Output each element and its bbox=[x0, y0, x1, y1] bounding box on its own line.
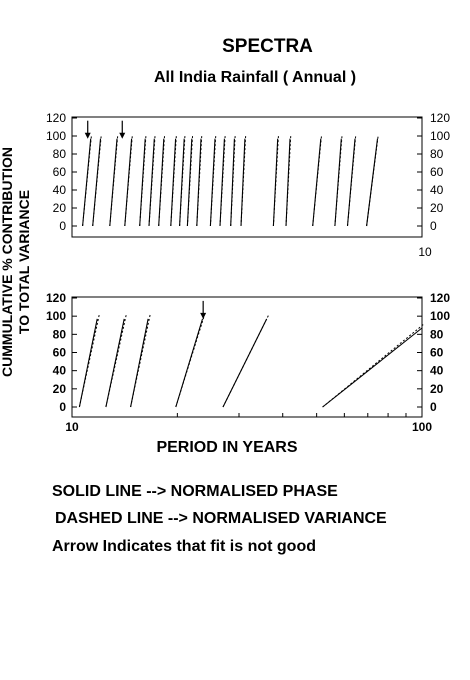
top-variance-line-5 bbox=[139, 134, 147, 227]
top-ytick-label-right: 20 bbox=[430, 201, 444, 215]
top-plot-frame bbox=[71, 116, 423, 238]
x-axis-label: PERIOD IN YEARS bbox=[156, 439, 298, 456]
bottom-phase-line-3 bbox=[130, 318, 149, 408]
top-variance-line-16 bbox=[272, 134, 279, 227]
bottom-ytick-label-left: 40 bbox=[53, 364, 67, 378]
bottom-ytick-label-left: 20 bbox=[53, 382, 67, 396]
chart-title: SPECTRA bbox=[222, 36, 313, 57]
bottom-arrow-head-1 bbox=[200, 312, 207, 319]
top-variance-line-1 bbox=[82, 134, 92, 227]
top-variance-line-17 bbox=[285, 134, 292, 227]
top-variance-line-13 bbox=[219, 134, 226, 227]
top-variance-line-4 bbox=[124, 134, 133, 227]
bottom-phase-line-6 bbox=[322, 327, 423, 408]
top-ytick-label-right: 120 bbox=[430, 111, 450, 125]
bottom-ytick-label-left: 120 bbox=[46, 291, 66, 305]
bottom-ytick-label-left: 80 bbox=[53, 327, 67, 341]
top-ytick-label-left: 80 bbox=[53, 147, 67, 161]
top-ytick-label-left: 0 bbox=[59, 219, 66, 233]
bottom-ytick-label-right: 120 bbox=[430, 291, 450, 305]
top-ytick-label-right: 0 bbox=[430, 219, 437, 233]
top-x-axis-end-label: 10 bbox=[418, 245, 432, 259]
bottom-ytick-label-right: 40 bbox=[430, 364, 444, 378]
top-ytick-label-left: 120 bbox=[46, 111, 66, 125]
bottom-ytick-label-left: 60 bbox=[53, 346, 67, 360]
top-variance-line-12 bbox=[209, 134, 217, 227]
top-ytick-label-left: 100 bbox=[46, 129, 66, 143]
bottom-xtick-label: 10 bbox=[65, 420, 79, 434]
bottom-variance-line-6 bbox=[322, 323, 425, 408]
top-phase-line-14 bbox=[230, 138, 235, 227]
top-arrow-head-1 bbox=[84, 132, 91, 139]
bottom-ytick-label-left: 100 bbox=[46, 309, 66, 323]
top-variance-line-7 bbox=[158, 134, 166, 227]
bottom-ytick-label-right: 20 bbox=[430, 382, 444, 396]
top-variance-line-21 bbox=[366, 134, 379, 227]
note-arrow: Arrow Indicates that fit is not good bbox=[52, 538, 316, 555]
bottom-ytick-label-left: 0 bbox=[59, 400, 66, 414]
note-solid-line: SOLID LINE --> NORMALISED PHASE bbox=[52, 483, 338, 500]
bottom-ytick-label-right: 80 bbox=[430, 327, 444, 341]
top-ytick-label-left: 40 bbox=[53, 183, 67, 197]
top-variance-line-19 bbox=[334, 134, 343, 227]
top-variance-line-20 bbox=[347, 134, 357, 227]
top-ytick-label-right: 100 bbox=[430, 129, 450, 143]
note-dashed-line: DASHED LINE --> NORMALISED VARIANCE bbox=[55, 510, 387, 527]
top-ytick-label-right: 60 bbox=[430, 165, 444, 179]
top-variance-line-2 bbox=[92, 134, 102, 227]
bottom-ytick-label-right: 60 bbox=[430, 346, 444, 360]
bottom-plot-frame bbox=[71, 296, 423, 418]
bottom-ytick-label-right: 100 bbox=[430, 309, 450, 323]
chart-subtitle: All India Rainfall ( Annual ) bbox=[153, 69, 357, 86]
top-variance-line-18 bbox=[312, 134, 323, 227]
bottom-variance-line-5 bbox=[222, 314, 270, 408]
top-variance-line-6 bbox=[148, 134, 156, 227]
top-ytick-label-right: 40 bbox=[430, 183, 444, 197]
top-arrow-head-2 bbox=[119, 132, 126, 139]
bottom-phase-line-4 bbox=[175, 318, 204, 408]
top-variance-line-3 bbox=[109, 134, 119, 227]
top-variance-line-9 bbox=[179, 134, 186, 227]
top-ytick-label-left: 20 bbox=[53, 201, 67, 215]
bottom-variance-line-4 bbox=[175, 314, 205, 408]
bottom-ytick-label-right: 0 bbox=[430, 400, 437, 414]
top-variance-line-11 bbox=[196, 134, 203, 227]
top-ytick-label-left: 60 bbox=[53, 165, 67, 179]
bottom-xtick-label: 100 bbox=[412, 420, 432, 434]
top-ytick-label-right: 80 bbox=[430, 147, 444, 161]
top-variance-line-10 bbox=[186, 134, 194, 227]
top-variance-line-15 bbox=[240, 134, 247, 227]
bottom-phase-line-1 bbox=[78, 318, 98, 408]
bottom-phase-line-2 bbox=[105, 318, 125, 408]
top-variance-line-8 bbox=[170, 134, 177, 227]
top-variance-line-14 bbox=[230, 134, 236, 227]
